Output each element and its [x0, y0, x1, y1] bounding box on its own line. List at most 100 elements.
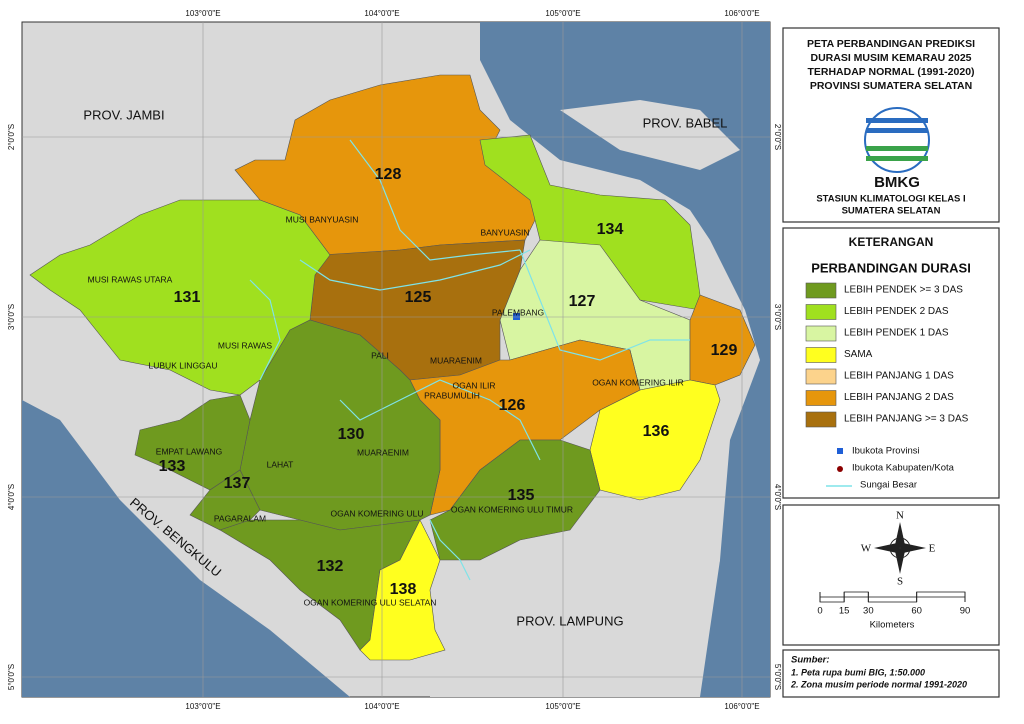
lon-tick-label: 104°0'0"E [364, 9, 399, 18]
legend-label: SAMA [844, 349, 873, 360]
compass-letter: W [861, 543, 872, 555]
scale-label: 60 [911, 606, 922, 617]
legend-swatch [805, 390, 837, 406]
lon-tick-label: 105°0'0"E [545, 702, 580, 711]
place-label: BANYUASIN [480, 227, 529, 237]
place-label: OGAN KOMERING ULU [330, 508, 423, 518]
province-label: PROV. JAMBI [83, 107, 164, 122]
region-number: 127 [569, 293, 596, 310]
scale-segment [916, 591, 966, 598]
place-label: MUARAENIM [357, 447, 409, 457]
legend-swatch [805, 411, 837, 428]
source-box [782, 649, 1000, 698]
place-label: OGAN KOMERING ULU TIMUR [451, 504, 573, 514]
island [560, 100, 740, 170]
legend-label: LEBIH PENDEK 1 DAS [844, 328, 949, 339]
river [349, 139, 521, 261]
regions [29, 74, 756, 661]
region-number: 135 [508, 487, 535, 504]
legend-swatch [805, 347, 837, 363]
logo-stripe [866, 128, 928, 133]
compass-point [895, 548, 905, 574]
province-capital [513, 313, 520, 320]
region-number: 133 [159, 458, 186, 475]
compass-ring [889, 537, 911, 559]
place-label: PAGARALAM [214, 513, 266, 523]
lon-tick-label: 103°0'0"E [185, 702, 220, 711]
place-label: LUBUK LINGGAU [149, 360, 218, 370]
region-number: 137 [224, 475, 251, 492]
legend-title: KETERANGAN [849, 235, 934, 249]
place-label: EMPAT LAWANG [156, 446, 222, 456]
scale-label: 30 [863, 606, 874, 617]
region-number: 129 [711, 342, 738, 359]
graticule [22, 22, 770, 697]
river [299, 249, 531, 291]
region [134, 394, 251, 491]
legend-swatch [805, 368, 837, 385]
compass-scale-box [782, 504, 1000, 646]
lat-tick-label: 5°0'0"S [7, 664, 16, 690]
station-name: STASIUN KLIMATOLOGI KELAS I [816, 194, 965, 205]
logo-ring [864, 107, 930, 173]
lat-tick-label: 2°0'0"S [7, 124, 16, 150]
place-label: MUARAENIM [430, 355, 482, 365]
lon-tick-label: 106°0'0"E [724, 702, 759, 711]
map-title: PETA PERBANDINGAN PREDIKSI [807, 38, 975, 50]
lat-tick-label: 4°0'0"S [7, 484, 16, 510]
region-number: 130 [338, 426, 365, 443]
scale-label: 90 [960, 606, 971, 617]
lat-tick-label: 4°0'0"S [773, 484, 782, 510]
river [339, 379, 541, 461]
place-label: LAHAT [267, 459, 294, 469]
legend-label: LEBIH PANJANG 2 DAS [844, 392, 954, 403]
lat-tick-label: 2°0'0"S [773, 124, 782, 150]
river [519, 249, 690, 361]
legend-box [782, 227, 1000, 499]
compass-point [874, 543, 900, 553]
legend-label: LEBIH PENDEK >= 3 DAS [844, 285, 963, 296]
compass-point [895, 522, 905, 548]
compass-point [900, 543, 926, 553]
legend-swatch [805, 282, 837, 299]
region-number: 134 [597, 221, 624, 238]
sea [480, 22, 770, 697]
legend-symbol-label: Ibukota Kabupaten/Kota [852, 463, 955, 474]
compass-letter: E [929, 543, 936, 555]
logo-stripe [866, 118, 928, 123]
region-number: 132 [317, 558, 344, 575]
place-label: OGAN ILIR [453, 380, 496, 390]
place-label: OGAN KOMERING ULU SELATAN [304, 597, 437, 607]
legend-swatch [805, 304, 837, 320]
scale-unit: Kilometers [870, 620, 915, 631]
source-line: 2. Zona musim periode normal 1991-2020 [790, 679, 967, 689]
legend-label: LEBIH PANJANG 1 DAS [844, 371, 954, 382]
sea [22, 400, 350, 697]
region [359, 519, 446, 661]
place-label: PALI [371, 350, 389, 360]
region [429, 439, 601, 561]
region-number: 138 [390, 581, 417, 598]
bmkg-logo [864, 107, 930, 173]
river [429, 519, 471, 581]
legend-symbol [837, 466, 843, 472]
legend-symbol-label: Ibukota Provinsi [852, 446, 920, 457]
region-number: 136 [643, 423, 670, 440]
region [689, 294, 756, 386]
legend-label: LEBIH PENDEK 2 DAS [844, 306, 949, 317]
place-label: PRABUMULIH [424, 390, 480, 400]
station-name: SUMATERA SELATAN [842, 206, 941, 217]
scale-segment [867, 596, 918, 603]
map-title: TERHADAP NORMAL (1991-2020) [807, 66, 974, 78]
lat-tick-label: 3°0'0"S [7, 304, 16, 330]
place-label: PALEMBANG [492, 307, 544, 317]
lat-tick-label: 5°0'0"S [773, 664, 782, 690]
source-title: Sumber: [791, 655, 830, 666]
scale-segment [819, 596, 845, 603]
compass-rose [874, 522, 926, 574]
map-title: DURASI MUSIM KEMARAU 2025 [810, 52, 971, 64]
scale-segment [843, 591, 869, 598]
legend-symbol-label: Sungai Besar [860, 480, 917, 491]
region-number: 126 [499, 397, 526, 414]
lon-tick-label: 105°0'0"E [545, 9, 580, 18]
